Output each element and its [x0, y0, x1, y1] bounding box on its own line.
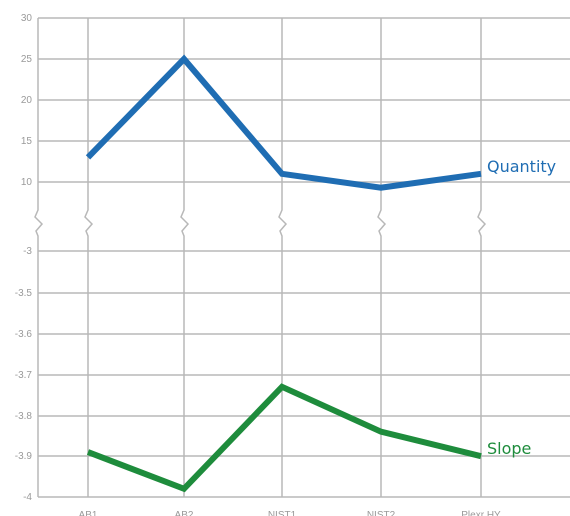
x-tick-label: AB1	[79, 510, 98, 516]
series-line-quantity	[85, 54, 482, 191]
gridline-vertical	[477, 18, 487, 497]
tick-labels: 30 25 20 15 10 -3 -3.5 -3.6 -3.7 -3.8 -3.9 -4 AB1 AB2…	[15, 13, 501, 516]
y-tick-label: -3.9	[15, 451, 33, 462]
y-tick-label: -3.5	[15, 288, 33, 299]
gridline-vertical	[278, 18, 288, 497]
gridline-vertical	[34, 18, 44, 497]
series-label: Quantity	[487, 157, 556, 176]
y-tick-label: 10	[21, 177, 33, 188]
y-tick-label: 25	[21, 54, 33, 65]
y-tick-label: -3.7	[15, 370, 33, 381]
y-tick-label: 30	[21, 13, 33, 24]
series-line-slope	[86, 383, 482, 493]
series-lines: Quantity Slope	[85, 54, 556, 493]
y-tick-label: -3	[23, 246, 32, 257]
y-tick-label: -3.6	[15, 329, 33, 340]
y-tick-label: -3.8	[15, 411, 33, 422]
grid	[38, 17, 570, 498]
gridline-vertical	[84, 18, 94, 497]
x-tick-label: Plexr HY	[461, 510, 501, 516]
axis-break	[34, 18, 487, 497]
gridline-vertical	[377, 18, 387, 497]
gridline-vertical	[180, 18, 190, 497]
x-tick-label: AB2	[175, 510, 194, 516]
series-label: Slope	[487, 439, 531, 458]
y-tick-label: -4	[23, 492, 32, 503]
x-tick-label: NIST2	[367, 510, 396, 516]
x-tick-label: NIST1	[268, 510, 297, 516]
y-tick-label: 15	[21, 136, 33, 147]
y-tick-label: 20	[21, 95, 33, 106]
